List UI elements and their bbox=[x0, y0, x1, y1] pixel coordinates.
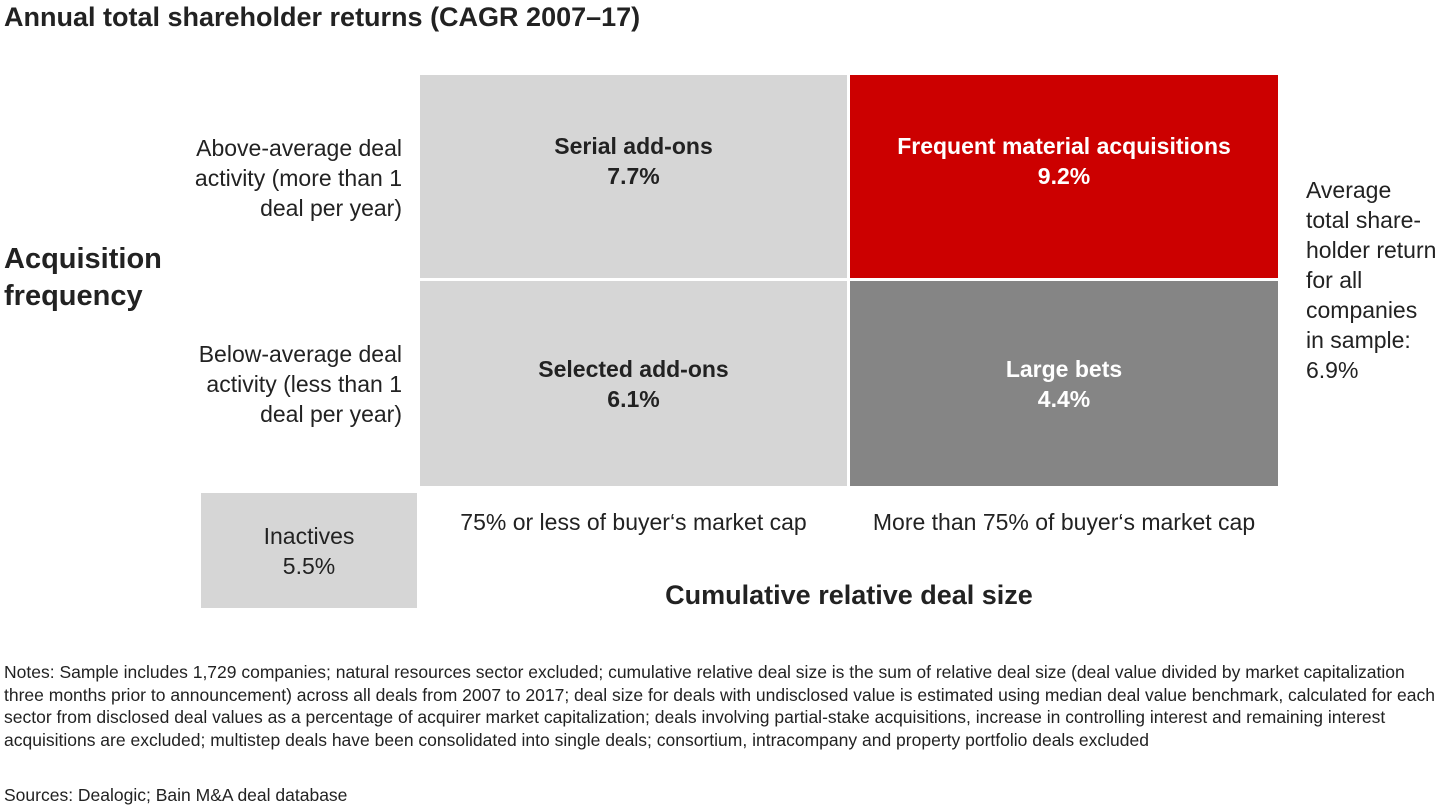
inactives-value: 5.5% bbox=[282, 552, 336, 579]
inactives-label: Inactives bbox=[263, 522, 355, 549]
cell-value: 7.7% bbox=[607, 162, 660, 189]
y-axis-label-text: Acquisition frequency bbox=[4, 243, 162, 312]
cell-large-bets: Large bets 4.4% bbox=[850, 281, 1278, 486]
column-label-more-than-75: More than 75% of buyer‘s market cap bbox=[872, 509, 1256, 535]
y-axis-label: Acquisition frequency bbox=[4, 241, 184, 315]
cell-label: Frequent material acquisitions bbox=[897, 132, 1231, 159]
row-label-above-average: Above-average deal activity (more than 1… bbox=[194, 135, 402, 221]
cell-value: 6.1% bbox=[607, 385, 660, 412]
cell-inactives: Inactives 5.5% bbox=[201, 493, 417, 608]
cell-label: Selected add-ons bbox=[538, 355, 729, 382]
cell-value: 9.2% bbox=[1037, 162, 1091, 189]
column-label-75-or-less: 75% or less of buyer‘s market cap bbox=[460, 509, 807, 535]
x-axis-label: Cumulative relative deal size bbox=[665, 580, 1033, 610]
cell-serial-add-ons: Serial add-ons 7.7% bbox=[420, 75, 847, 278]
average-return-note: Average total share-holder return for al… bbox=[1306, 177, 1437, 383]
footnote-notes: Notes: Sample includes 1,729 companies; … bbox=[4, 662, 1435, 750]
footnote-sources: Sources: Dealogic; Bain M&A deal databas… bbox=[4, 785, 348, 805]
chart-title: Annual total shareholder returns (CAGR 2… bbox=[4, 2, 641, 32]
cell-label: Large bets bbox=[1005, 355, 1123, 382]
cell-label: Serial add-ons bbox=[554, 132, 713, 159]
cell-frequent-material-acquisitions: Frequent material acquisitions 9.2% bbox=[850, 75, 1278, 278]
cell-value: 4.4% bbox=[1037, 385, 1091, 412]
row-label-below-average: Below-average deal activity (less than 1… bbox=[198, 341, 402, 427]
cell-selected-add-ons: Selected add-ons 6.1% bbox=[420, 281, 847, 486]
